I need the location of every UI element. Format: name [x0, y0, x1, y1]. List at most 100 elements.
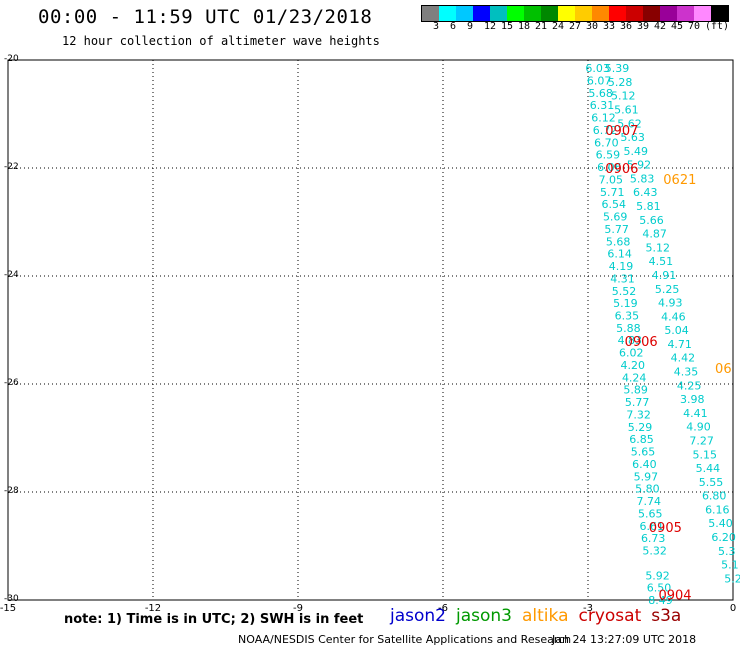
- swh-value: 6.16: [705, 503, 730, 516]
- swh-value: 4.46: [661, 310, 686, 323]
- legend-swatch: [541, 6, 558, 21]
- swh-value: 4.35: [674, 366, 699, 379]
- swh-value: 5.77: [625, 396, 650, 409]
- swh-value: 4.93: [658, 297, 683, 310]
- legend-label: 36: [620, 21, 633, 32]
- swh-value: 5.1: [721, 559, 739, 572]
- x-tick-label: -15: [0, 603, 16, 614]
- swh-value: 5.63: [620, 131, 645, 144]
- swh-value: 5.32: [642, 545, 667, 558]
- swh-value: 5.29: [628, 421, 653, 434]
- satellite-legend-s3a: s3a: [651, 606, 682, 626]
- legend-swatch: [473, 6, 490, 21]
- swh-value: 6.06: [597, 161, 622, 174]
- swh-value: 5.28: [608, 76, 633, 89]
- swh-value: 5.80: [635, 483, 660, 496]
- y-tick-label: -30: [4, 594, 19, 604]
- swh-value: 4.19: [609, 260, 634, 273]
- legend-label: 6: [450, 21, 457, 32]
- swh-value: 5.89: [623, 384, 648, 397]
- swh-value: 4.42: [671, 352, 696, 365]
- legend-label: (ft): [705, 21, 730, 32]
- legend-label: 9: [467, 21, 474, 32]
- y-tick-label: -22: [4, 162, 19, 172]
- y-tick-label: -24: [4, 270, 19, 280]
- legend-label: 3: [433, 21, 440, 32]
- legend-label: 21: [535, 21, 548, 32]
- swh-value: 5.69: [603, 211, 628, 224]
- pass-time-label: 0907: [605, 124, 638, 139]
- swh-value: 6.02: [619, 347, 644, 360]
- swh-value: 6.85: [629, 433, 654, 446]
- swh-value: 4.91: [652, 269, 677, 282]
- swh-value: 7.32: [626, 408, 651, 421]
- legend-swatch: [490, 6, 507, 21]
- swh-value: 6.03: [585, 62, 610, 75]
- pass-time-label: 0906: [625, 335, 658, 350]
- legend-swatch: [609, 6, 626, 21]
- swh-value: 4.51: [649, 255, 674, 268]
- legend-swatch: [507, 6, 524, 21]
- pass-time-label: 0621: [663, 173, 696, 188]
- legend-label: 18: [518, 21, 531, 32]
- swh-value: 4.31: [610, 272, 635, 285]
- swh-value: 5.62: [617, 117, 642, 130]
- swh-value: 5.97: [634, 470, 659, 483]
- swh-value: 5.66: [639, 214, 664, 227]
- swh-value: 5.40: [708, 517, 733, 530]
- swh-value: 5.55: [699, 476, 724, 489]
- swh-value: 5.39: [605, 62, 630, 75]
- legend-swatch: [592, 6, 609, 21]
- swh-value: 5.92: [645, 569, 670, 582]
- satellite-legend-jason2: jason2: [390, 606, 446, 626]
- swh-value: 6.54: [601, 198, 626, 211]
- plot-frame: [7, 59, 734, 601]
- pass-time-label: 0906: [605, 162, 638, 177]
- swh-value: 6.14: [607, 248, 632, 261]
- swh-value: 5.44: [696, 462, 721, 475]
- y-tick-label: -20: [4, 54, 19, 64]
- satellite-legend-altika: altika: [522, 606, 569, 626]
- swh-value: 7.27: [689, 434, 714, 447]
- x-tick-label: 0: [730, 603, 736, 614]
- legend-swatch: [422, 6, 439, 21]
- swh-value: 5.52: [612, 285, 637, 298]
- swh-value: 4.90: [686, 421, 711, 434]
- swh-value: 5.65: [631, 446, 656, 459]
- swh-value: 5.61: [614, 103, 639, 116]
- swh-value: 5.88: [616, 322, 641, 335]
- satellite-legend-jason3: jason3: [456, 606, 512, 626]
- legend-swatch: [456, 6, 473, 21]
- color-legend: [421, 5, 729, 22]
- legend-swatch: [677, 6, 694, 21]
- credit-line: NOAA/NESDIS Center for Satellite Applica…: [238, 633, 572, 646]
- legend-label: 15: [501, 21, 514, 32]
- pass-time-label: 0904: [658, 589, 691, 604]
- x-tick-label: -3: [583, 603, 593, 614]
- swh-value: 6.50: [647, 582, 672, 595]
- swh-value: 6.12: [591, 112, 616, 125]
- swh-value: 6.31: [590, 99, 615, 112]
- swh-value: 4.71: [667, 338, 692, 351]
- swh-value: 5.12: [646, 241, 671, 254]
- swh-value: 5.65: [638, 507, 663, 520]
- legend-label: 42: [654, 21, 667, 32]
- swh-value: 6.43: [633, 186, 658, 199]
- footer-note: note: 1) Time is in UTC; 2) SWH is in fe…: [64, 612, 364, 627]
- swh-value: 8.49: [648, 594, 673, 607]
- x-tick-label: -6: [438, 603, 448, 614]
- swh-value: 3.98: [680, 393, 705, 406]
- swh-value: 7.74: [637, 495, 662, 508]
- y-tick-label: -26: [4, 378, 19, 388]
- swh-value: 5.83: [630, 172, 655, 185]
- swh-value: 5.49: [624, 145, 649, 158]
- legend-swatch: [524, 6, 541, 21]
- satellite-legend-cryosat: cryosat: [578, 606, 642, 626]
- swh-value: 5.68: [588, 87, 613, 100]
- swh-value: 4.20: [620, 359, 645, 372]
- swh-value: 6.72: [593, 124, 618, 137]
- swh-value: 4.83: [618, 334, 643, 347]
- satellite-legend: jason2 jason3 altika cryosat s3a: [390, 606, 691, 626]
- swh-value: 5.3: [718, 545, 736, 558]
